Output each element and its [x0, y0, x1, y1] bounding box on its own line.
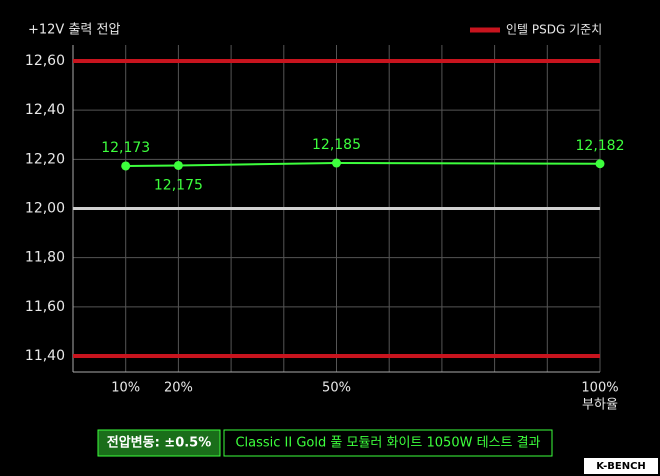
data-point: [332, 158, 341, 168]
x-tick-label: 50%: [322, 381, 351, 396]
footer-caption: Classic II Gold 풀 모듈러 화이트 1050W 테스트 결과: [235, 436, 540, 451]
y-tick-label: 12,60: [25, 53, 65, 69]
data-point: [121, 161, 131, 171]
y-tick-label: 11,80: [25, 250, 65, 266]
y-tick-label: 12,00: [25, 201, 65, 217]
data-label: 12,175: [154, 177, 203, 193]
footer-note: 전압변동: ±0.5%: [107, 435, 212, 451]
y-tick-label: 11,60: [25, 299, 65, 315]
y-tick-label: 11,40: [25, 348, 65, 364]
data-label: 12,185: [312, 137, 361, 153]
y-tick-label: 12,40: [25, 102, 65, 118]
legend-label: 인텔 PSDG 기준치: [506, 23, 602, 37]
data-point: [595, 159, 605, 169]
logo: K-BENCH: [596, 461, 646, 472]
y-tick-label: 12,20: [25, 151, 65, 167]
x-axis-label: 부하율: [582, 398, 618, 413]
logo-box: [584, 458, 658, 474]
note-box: [97, 429, 221, 457]
x-tick-label: 20%: [164, 381, 193, 396]
y-axis-label: +12V 출력 전압: [28, 23, 120, 38]
series-line: [125, 162, 601, 167]
data-label: 12,182: [576, 138, 625, 154]
x-tick-label: 10%: [111, 381, 140, 396]
x-tick-label: 100%: [581, 381, 618, 396]
caption-box: [223, 429, 553, 457]
data-label: 12,173: [101, 140, 150, 156]
data-point: [173, 160, 183, 170]
